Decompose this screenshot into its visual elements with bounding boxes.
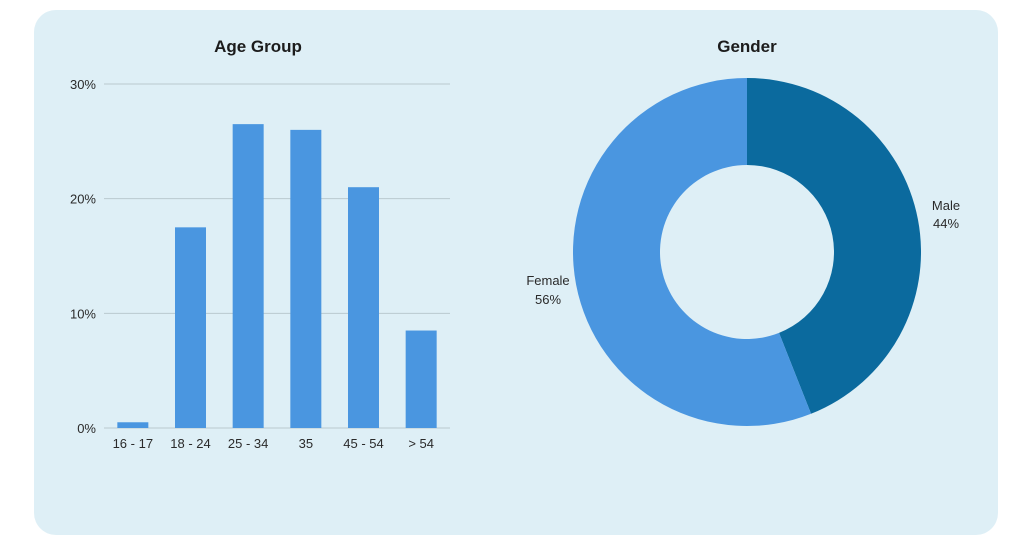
bar-x-tick-labels: 16 - 17 18 - 24 25 - 34 35 45 - 54 > 54 <box>113 436 434 451</box>
age-group-title: Age Group <box>214 37 302 56</box>
bar-gridlines <box>104 83 450 429</box>
male-percent: 44% <box>933 216 959 231</box>
bar <box>348 187 379 428</box>
bar <box>405 330 437 428</box>
male-slice-label: Male 44% <box>932 198 960 231</box>
donut-slices <box>572 78 921 427</box>
y-tick-label: 20% <box>70 192 96 207</box>
bar <box>290 129 322 428</box>
female-percent: 56% <box>535 292 561 307</box>
x-tick-label: 25 - 34 <box>228 436 268 451</box>
donut-slice-female <box>572 78 812 427</box>
y-tick-label: 0% <box>77 421 96 436</box>
bar-y-tick-labels: 0% 10% 20% 30% <box>70 77 96 436</box>
female-slice-label: Female 56% <box>526 273 569 307</box>
male-label: Male <box>932 198 960 213</box>
female-label: Female <box>526 273 569 288</box>
x-tick-label: 18 - 24 <box>170 436 210 451</box>
age-group-chart: Age Group 0% 10% 20% 30% 16 - 17 18 - 24 25 -… <box>70 37 450 451</box>
gender-chart: Gender Male 44% Female 56% <box>526 37 960 427</box>
donut-slice-male <box>747 78 921 414</box>
x-tick-label: > 54 <box>408 436 434 451</box>
x-tick-label: 16 - 17 <box>113 436 153 451</box>
x-tick-label: 45 - 54 <box>343 436 383 451</box>
y-tick-label: 30% <box>70 77 96 92</box>
gender-title: Gender <box>717 37 777 56</box>
x-tick-label: 35 <box>299 436 313 451</box>
y-tick-label: 10% <box>70 306 96 321</box>
bar-series <box>117 124 437 428</box>
bar <box>232 124 264 428</box>
bar <box>175 227 206 428</box>
bar <box>117 422 149 428</box>
